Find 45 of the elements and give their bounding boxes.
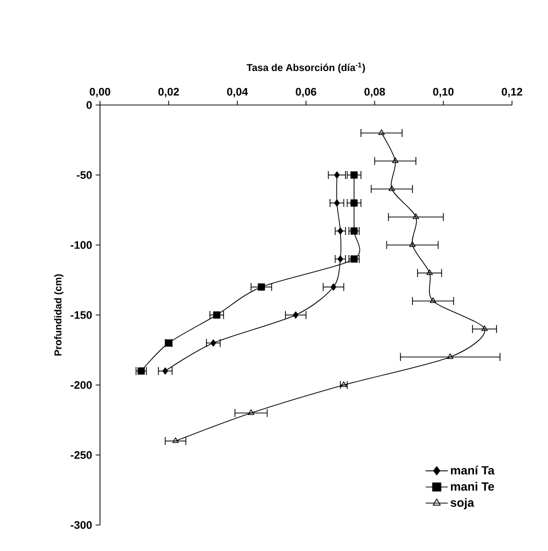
point xyxy=(338,227,344,235)
point xyxy=(248,409,254,415)
point xyxy=(213,311,220,319)
x-tick-label: 0,10 xyxy=(433,88,454,98)
point xyxy=(340,381,347,387)
point xyxy=(334,171,340,179)
x-tick-label: 0,06 xyxy=(296,88,316,98)
point xyxy=(350,171,358,179)
point xyxy=(334,199,340,207)
point xyxy=(409,241,416,247)
legend-label: soja xyxy=(450,498,474,510)
point xyxy=(481,325,488,331)
y-tick-label: 0 xyxy=(86,101,92,109)
x-tick-label: 0,08 xyxy=(364,88,385,98)
point xyxy=(292,311,298,319)
x-tick-label: 0,12 xyxy=(502,88,522,98)
point xyxy=(210,339,216,347)
x-axis-title: Tasa de Absorción (día$^{-1}$) xyxy=(246,62,365,74)
point xyxy=(330,283,336,291)
legend-label: maní Ta xyxy=(450,466,495,475)
point xyxy=(447,353,454,359)
point xyxy=(258,283,265,291)
point xyxy=(338,255,344,263)
x-tick-label: 0,04 xyxy=(227,88,248,98)
y-tick-label: -200 xyxy=(70,381,92,389)
x-tick-label: 0,00 xyxy=(90,88,110,98)
y-tick-label: -300 xyxy=(70,521,92,529)
point xyxy=(162,367,168,375)
point xyxy=(350,199,358,207)
y-tick-label: -100 xyxy=(70,241,92,249)
y-tick-label: -250 xyxy=(70,451,92,459)
point xyxy=(172,437,179,443)
point xyxy=(430,297,436,303)
y-tick-label: -50 xyxy=(76,171,92,179)
legend-label: mani Te xyxy=(450,482,494,491)
point xyxy=(378,129,385,135)
point xyxy=(426,269,433,275)
point xyxy=(392,157,398,163)
point xyxy=(388,185,395,191)
point xyxy=(412,213,420,219)
y-axis-title: Profundidad (cm) xyxy=(54,274,64,356)
y-tick-label: -150 xyxy=(70,311,92,319)
x-tick-label: 0,02 xyxy=(158,88,179,98)
point xyxy=(350,255,358,263)
point xyxy=(350,227,358,235)
